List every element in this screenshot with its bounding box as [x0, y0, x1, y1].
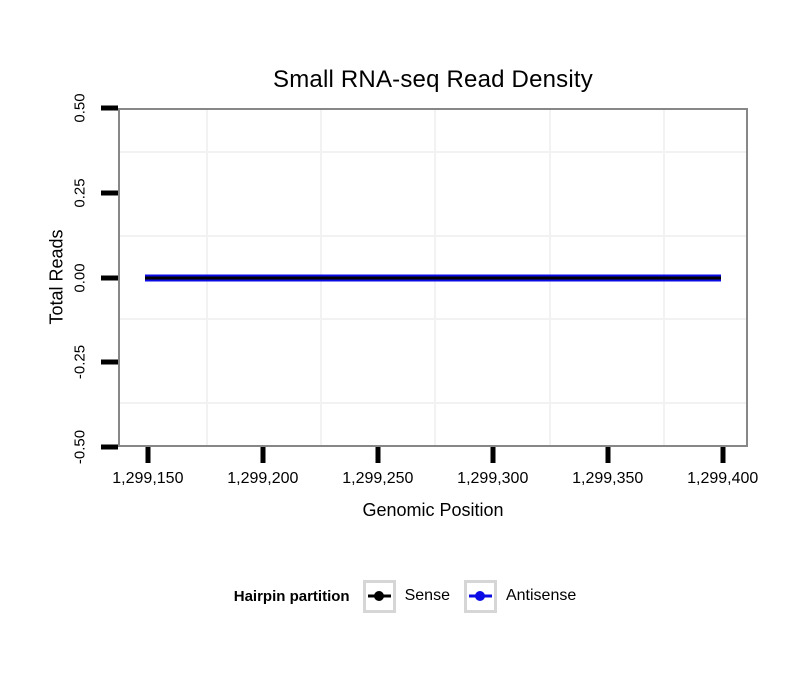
legend-label-sense: Sense — [404, 587, 450, 604]
antisense-point-icon — [475, 591, 486, 601]
x-tick-mark — [145, 447, 151, 463]
minor-gridline-horizontal — [120, 318, 746, 321]
x-tick-label: 1,299,250 — [342, 470, 414, 487]
minor-gridline-horizontal — [120, 234, 746, 237]
x-tick-mark — [260, 447, 266, 463]
y-tick-mark — [101, 444, 118, 450]
legend-key-sense — [362, 579, 396, 613]
legend-title: Hairpin partition — [233, 587, 350, 605]
y-axis-ticks — [101, 105, 118, 450]
x-tick-mark — [375, 447, 381, 463]
x-tick-mark — [490, 447, 496, 463]
sense-point-icon — [374, 591, 385, 601]
x-tick-label: 1,299,300 — [457, 470, 529, 487]
series-line-sense — [145, 276, 721, 279]
x-axis-labels: 1,299,150 1,299,200 1,299,250 1,299,300 1,29… — [112, 470, 758, 490]
minor-gridline-horizontal — [120, 150, 746, 153]
x-axis-title: Genomic Position — [362, 500, 504, 520]
x-tick-label: 1,299,350 — [572, 470, 644, 487]
legend: Hairpin partition Sense Antisense — [0, 579, 810, 613]
minor-gridline-horizontal — [120, 402, 746, 405]
chart-title: Small RNA-seq Read Density — [273, 66, 593, 93]
x-tick-label: 1,299,150 — [112, 470, 184, 487]
y-tick-mark — [101, 359, 118, 365]
x-tick-label: 1,299,200 — [227, 470, 299, 487]
y-tick-mark — [101, 190, 118, 196]
x-tick-mark — [605, 447, 611, 463]
y-tick-mark — [101, 105, 118, 111]
y-tick-label: 0.50 — [71, 93, 89, 123]
y-tick-label: -0.50 — [71, 429, 89, 465]
y-axis-labels: 0.50 0.25 0.00 -0.25 -0.50 — [70, 93, 90, 464]
x-axis-ticks — [118, 447, 748, 463]
x-tick-mark — [720, 447, 726, 463]
y-tick-label: -0.25 — [71, 345, 89, 380]
y-tick-mark — [101, 275, 118, 280]
y-tick-label: 0.00 — [71, 262, 89, 293]
y-axis-title: Total Reads — [46, 229, 67, 325]
legend-label-antisense: Antisense — [505, 587, 577, 604]
plot-panel — [118, 108, 748, 447]
y-tick-label: 0.25 — [71, 178, 89, 208]
x-tick-label: 1,299,400 — [687, 470, 759, 487]
legend-key-antisense — [463, 579, 497, 613]
